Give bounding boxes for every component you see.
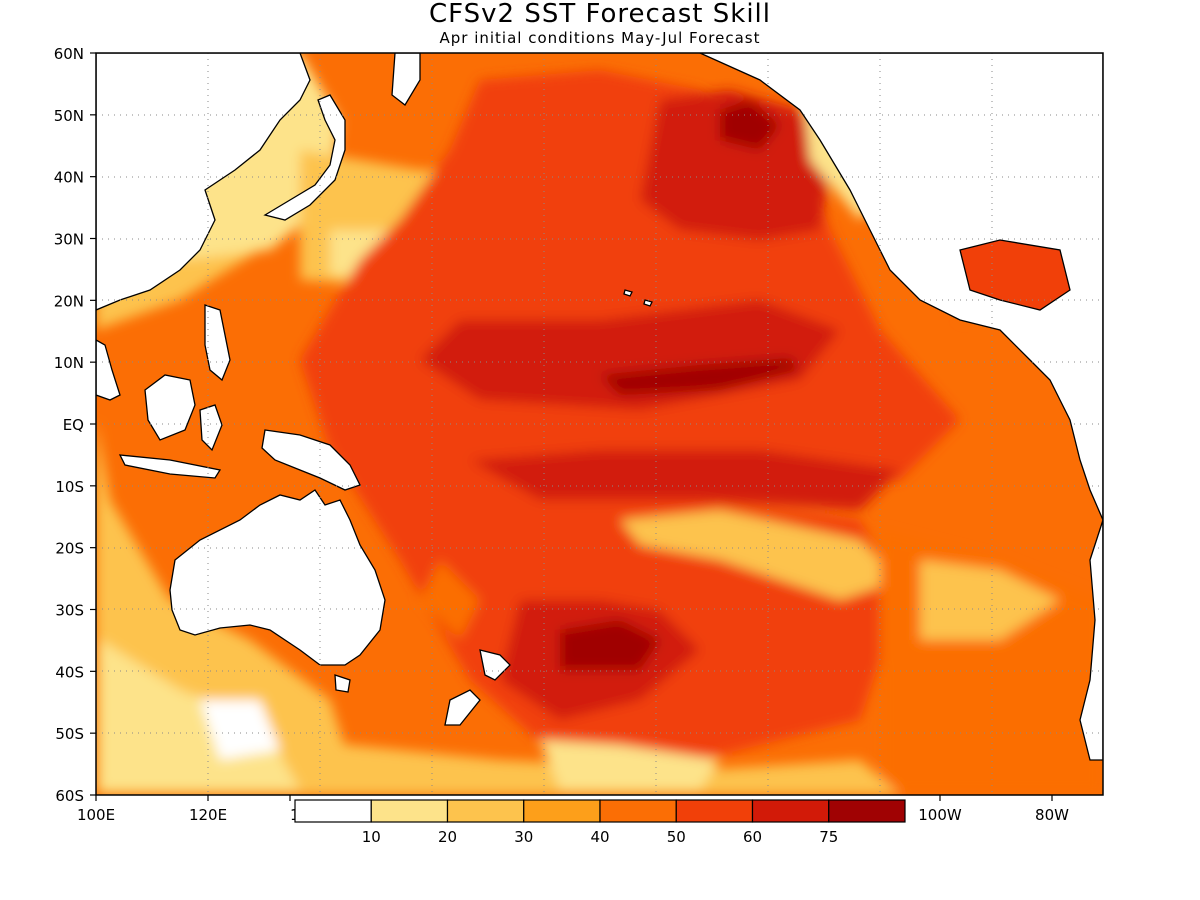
colorbar-level-label: 60 — [743, 828, 762, 846]
lat-label: 40S — [55, 663, 84, 681]
colorbar-level-label: 20 — [438, 828, 457, 846]
lat-label: 30S — [55, 602, 84, 620]
graticule — [96, 53, 1103, 795]
lat-label: 50S — [55, 725, 84, 743]
lat-label: 10S — [55, 478, 84, 496]
lon-label: 80W — [1035, 806, 1069, 824]
lon-label: 120E — [189, 806, 227, 824]
colorbar-swatch — [751, 799, 830, 823]
colorbar-swatch — [294, 799, 372, 823]
colorbar-level-label: 30 — [514, 828, 533, 846]
colorbar-level-label: 50 — [667, 828, 686, 846]
map-subtitle: Apr initial conditions May-Jul Forecast — [439, 29, 761, 47]
lat-label: 60S — [55, 787, 84, 805]
lat-label: 40N — [54, 169, 84, 187]
colorbar-swatch — [675, 799, 754, 823]
colorbar-swatch — [446, 799, 525, 823]
lat-label: 20S — [55, 540, 84, 558]
lat-label: 20N — [54, 292, 84, 310]
lat-label: 60N — [54, 45, 84, 63]
latitude-axis: 60N 50N 40N 30N 20N 10N EQ 10S 20S 30S 40S 50S 60S — [54, 45, 96, 805]
lat-label: 50N — [54, 107, 84, 125]
colorbar-swatch — [828, 799, 906, 823]
lon-label: 100E — [77, 806, 115, 824]
lat-label: EQ — [63, 416, 84, 434]
colorbar-level-label: 10 — [362, 828, 381, 846]
lat-label: 30N — [54, 231, 84, 249]
colorbar-level-label: 75 — [819, 828, 838, 846]
colorbar-swatch — [370, 799, 449, 823]
lon-label: 100W — [918, 806, 962, 824]
colorbar-swatch — [523, 799, 601, 823]
lat-label: 10N — [54, 354, 84, 372]
colorbar-swatch — [599, 799, 677, 823]
skill-field — [96, 53, 1103, 795]
land-masses — [96, 53, 1103, 761]
map-title: CFSv2 SST Forecast Skill — [428, 0, 772, 29]
colorbar: 10 20 30 40 50 60 75 — [294, 799, 906, 846]
colorbar-level-label: 40 — [590, 828, 609, 846]
